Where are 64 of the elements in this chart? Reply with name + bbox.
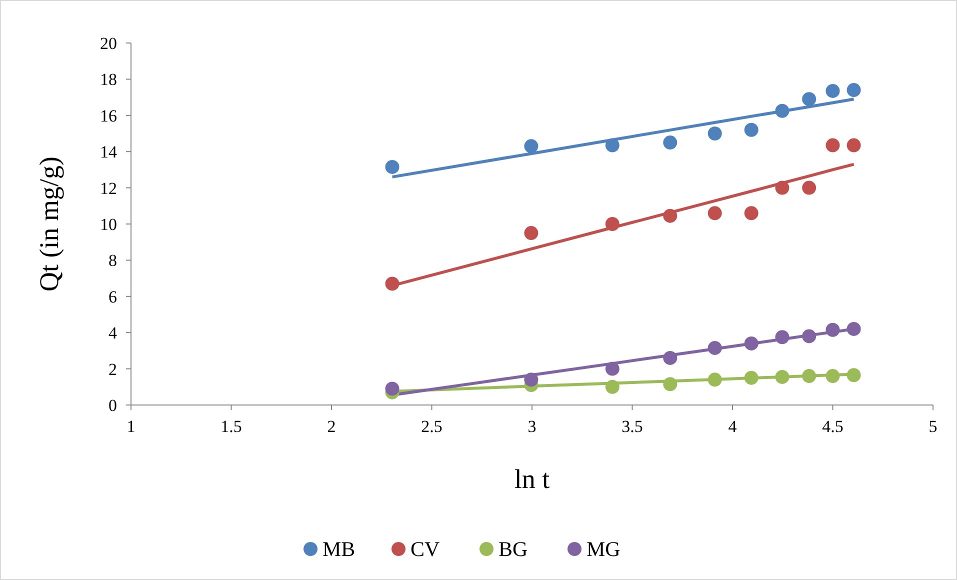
point (524, 372, 538, 387)
legend-label: MB (322, 537, 356, 561)
point (775, 370, 790, 384)
point (708, 340, 722, 355)
legend-label: MG (586, 537, 620, 561)
point (708, 126, 722, 140)
y-axis-title: Qt (in mg/g) (34, 156, 64, 292)
x-tick-label: 4 (728, 417, 738, 436)
point (663, 136, 678, 150)
point (708, 372, 722, 387)
x-tick-label: 4.5 (822, 417, 844, 436)
point (802, 92, 816, 106)
point (744, 206, 758, 220)
x-axis-title: ln t (514, 464, 550, 494)
y-tick-label: 4 (108, 324, 118, 343)
point (385, 382, 400, 396)
point (605, 138, 620, 152)
x-tick-label: 2.5 (421, 417, 442, 436)
point (802, 369, 816, 384)
point (846, 322, 861, 336)
point (524, 139, 538, 154)
y-tick-label: 14 (100, 142, 118, 162)
y-tick-label: 10 (100, 215, 117, 234)
point (524, 226, 538, 240)
x-tick-label: 1.5 (220, 417, 242, 436)
point (744, 370, 758, 385)
point (802, 329, 816, 344)
point (605, 217, 620, 231)
point (775, 104, 790, 118)
point (663, 350, 678, 365)
point (826, 138, 840, 152)
point (846, 368, 861, 382)
x-tick-label: 3.5 (622, 417, 643, 436)
point (775, 180, 790, 195)
point (802, 180, 816, 195)
x-tick-label: 3 (528, 417, 536, 436)
point (605, 380, 620, 394)
point (663, 377, 678, 392)
y-tick-label: 20 (100, 34, 117, 53)
point (385, 160, 400, 174)
point (846, 138, 861, 152)
y-tick-label: 18 (100, 70, 117, 90)
point (744, 336, 758, 350)
x-tick-label: 1 (126, 417, 136, 436)
point (846, 83, 861, 98)
y-tick-label: 16 (100, 106, 117, 126)
point (826, 322, 840, 337)
point (744, 122, 758, 137)
point (826, 84, 840, 98)
point (826, 369, 840, 384)
legend-label: BG (498, 537, 528, 561)
y-tick-label: 12 (100, 178, 117, 198)
y-tick-label: 8 (108, 251, 117, 270)
x-tick-label: 2 (327, 417, 336, 436)
legend-label: CV (410, 537, 440, 561)
point (605, 362, 620, 376)
point (385, 276, 400, 291)
y-tick-label: 0 (108, 396, 117, 415)
point (708, 206, 722, 220)
point (775, 330, 790, 344)
y-tick-label: 6 (108, 287, 117, 306)
point (663, 208, 678, 223)
y-tick-label: 2 (108, 360, 117, 379)
x-tick-label: 5 (928, 417, 938, 436)
